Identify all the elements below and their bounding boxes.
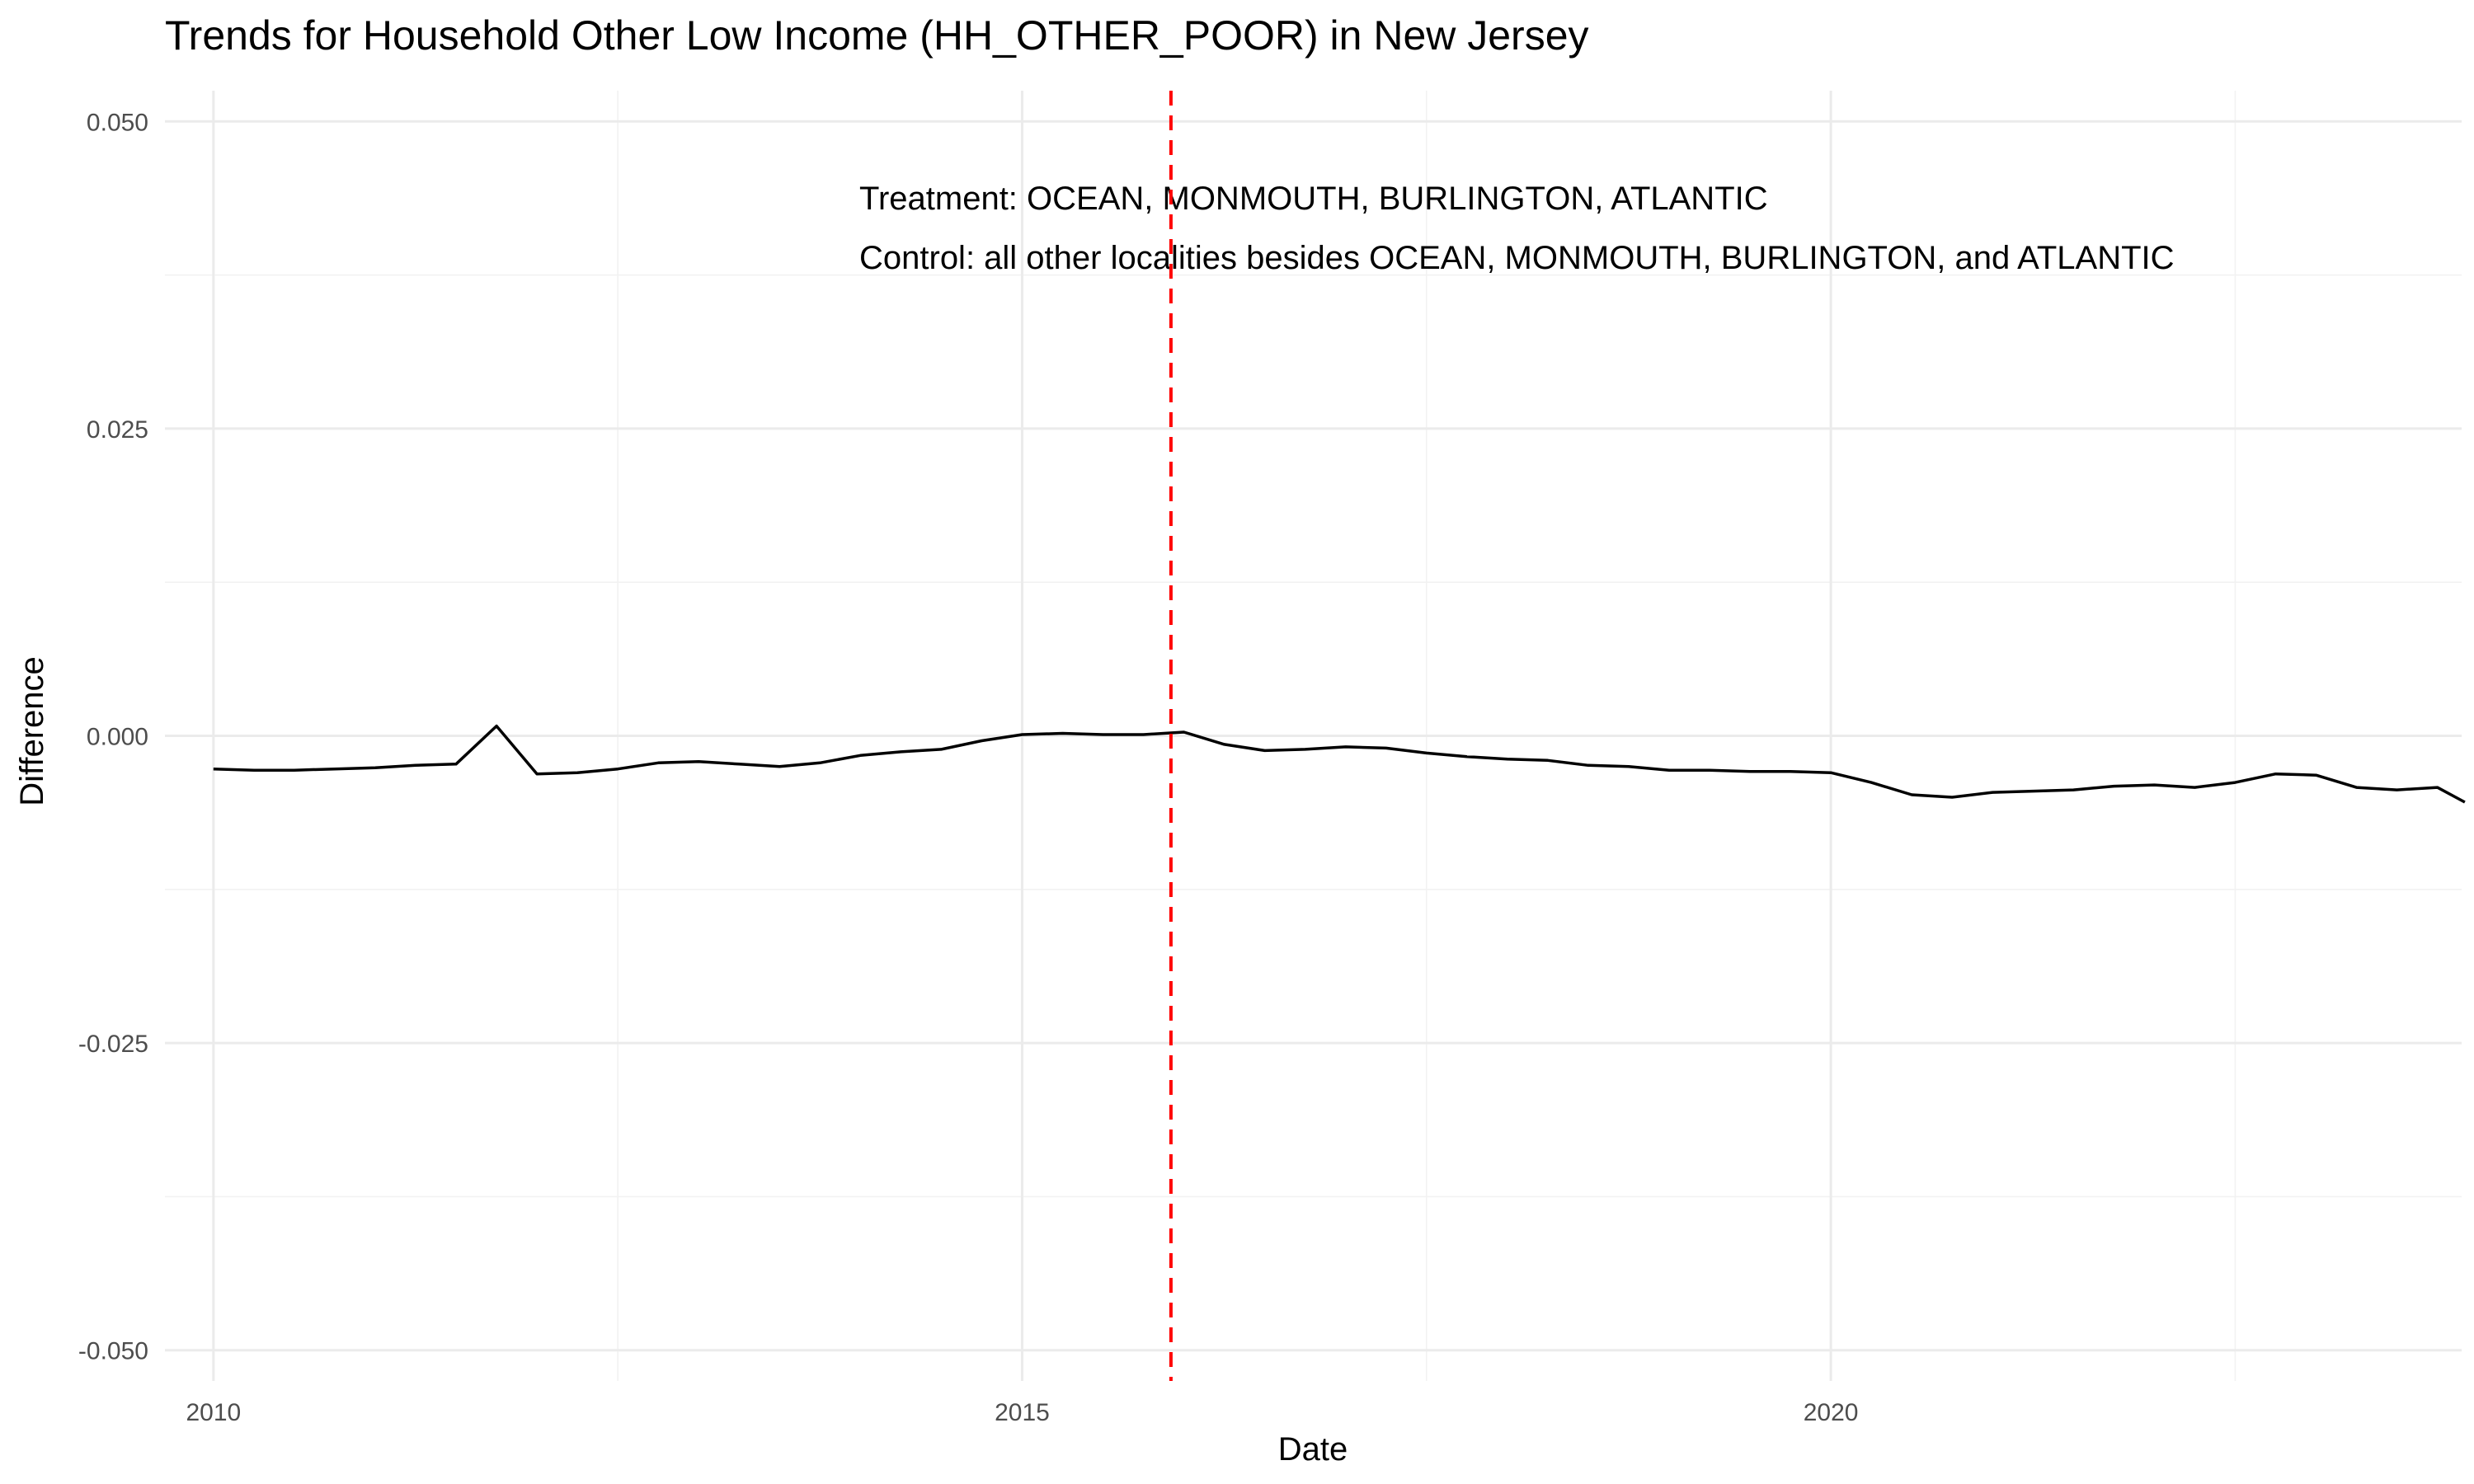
annotation-treatment: Treatment: OCEAN, MONMOUTH, BURLINGTON, …	[859, 181, 1768, 217]
annotation-control: Control: all other localities besides OC…	[859, 240, 2175, 276]
y-tick-label-2: 0.000	[87, 724, 148, 751]
y-tick-labels: -0.050 -0.025 0.000 0.025 0.050	[78, 109, 148, 1364]
y-tick-label-1: -0.025	[78, 1031, 148, 1058]
x-axis-title: Date	[1278, 1431, 1348, 1468]
x-tick-labels: 2010 2015 2020	[186, 1399, 1858, 1426]
series-line-0	[213, 724, 2466, 804]
major-gridlines	[165, 91, 2462, 1381]
x-tick-label-0: 2010	[186, 1399, 241, 1426]
x-tick-label-1: 2015	[995, 1399, 1050, 1426]
y-tick-label-4: 0.050	[87, 109, 148, 136]
series-group	[213, 724, 2466, 804]
y-axis-title: Difference	[14, 656, 50, 806]
minor-gridlines	[165, 91, 2462, 1381]
x-tick-label-2: 2020	[1804, 1399, 1859, 1426]
y-tick-label-0: -0.050	[78, 1338, 148, 1365]
chart-title: Trends for Household Other Low Income (H…	[165, 12, 1589, 59]
y-tick-label-3: 0.025	[87, 416, 148, 444]
annotations: Treatment: OCEAN, MONMOUTH, BURLINGTON, …	[859, 181, 2175, 276]
